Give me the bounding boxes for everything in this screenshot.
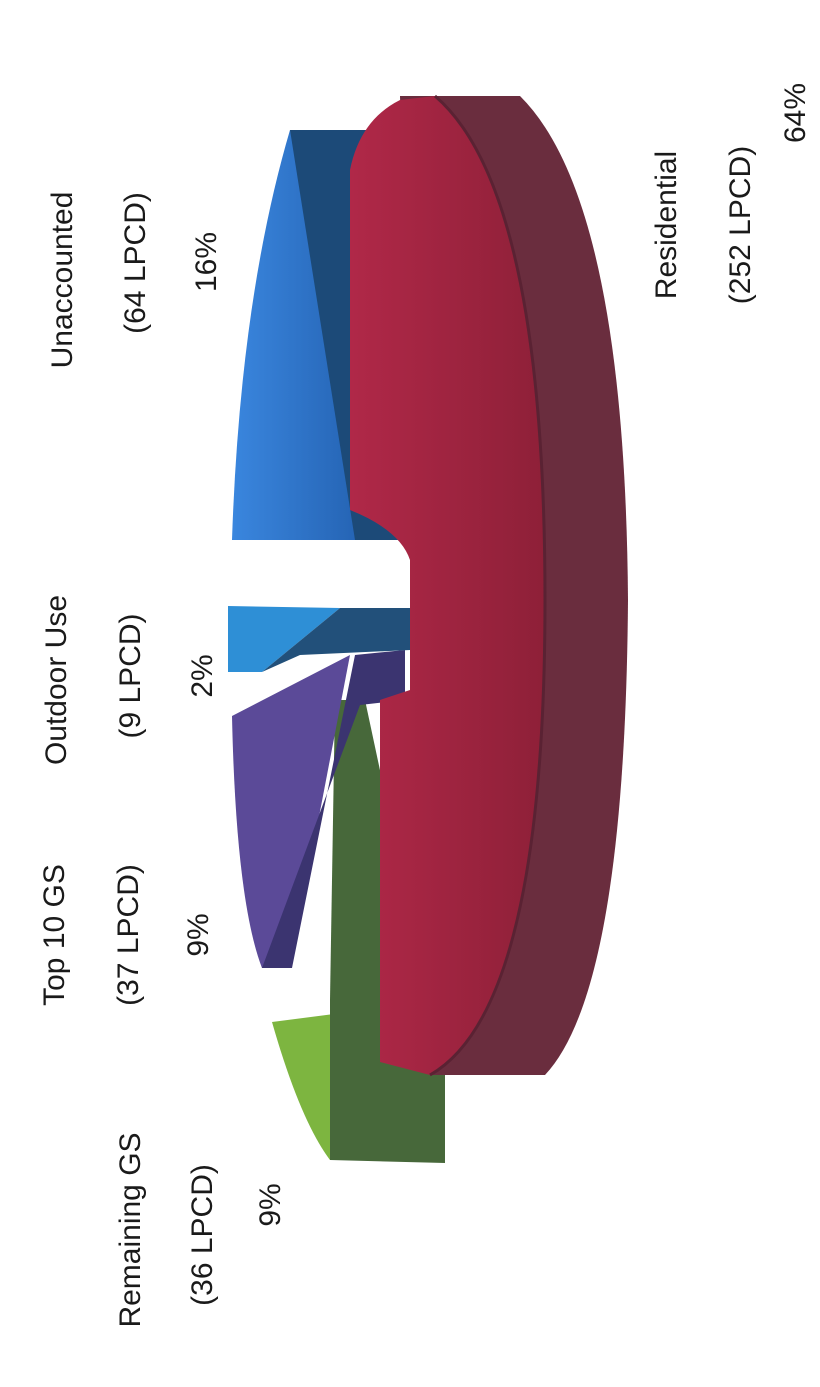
label-top-10-gs-percent: 9% — [182, 913, 215, 956]
label-top-10-gs-lpcd: (37 LPCD) — [112, 864, 145, 1006]
slice-outdoor-use-top — [228, 606, 340, 672]
label-outdoor-use: Outdoor Use (9 LPCD) 2% — [40, 595, 219, 765]
label-remaining-gs-name: Remaining GS — [114, 1132, 147, 1327]
label-residential: Residential (252 LPCD) 64% — [650, 83, 812, 304]
label-outdoor-use-name: Outdoor Use — [40, 595, 73, 765]
label-remaining-gs-lpcd: (36 LPCD) — [186, 1164, 219, 1306]
slice-top-10-gs-side — [262, 650, 405, 968]
slice-residential — [350, 94, 628, 1077]
label-outdoor-use-percent: 2% — [186, 654, 219, 697]
label-outdoor-use-lpcd: (9 LPCD) — [114, 613, 147, 738]
label-residential-percent: 64% — [779, 83, 812, 143]
slice-outdoor-use-side — [262, 608, 410, 672]
label-unaccounted-lpcd: (64 LPCD) — [119, 192, 152, 334]
label-top-10-gs-name: Top 10 GS — [38, 864, 71, 1006]
slice-top-10-gs — [232, 650, 405, 968]
label-unaccounted-name: Unaccounted — [46, 192, 79, 369]
label-remaining-gs: Remaining GS (36 LPCD) 9% — [114, 1132, 287, 1327]
label-remaining-gs-percent: 9% — [254, 1183, 287, 1226]
slice-outdoor-use — [228, 606, 410, 672]
slice-residential-top — [350, 96, 545, 1075]
label-top-10-gs: Top 10 GS (37 LPCD) 9% — [38, 864, 215, 1006]
label-unaccounted: Unaccounted (64 LPCD) 16% — [46, 192, 223, 369]
slice-residential-rim — [429, 94, 547, 1077]
label-residential-lpcd: (252 LPCD) — [724, 146, 757, 304]
label-unaccounted-percent: 16% — [190, 232, 223, 292]
slice-top-10-gs-top — [232, 655, 350, 968]
label-residential-name: Residential — [650, 151, 683, 299]
